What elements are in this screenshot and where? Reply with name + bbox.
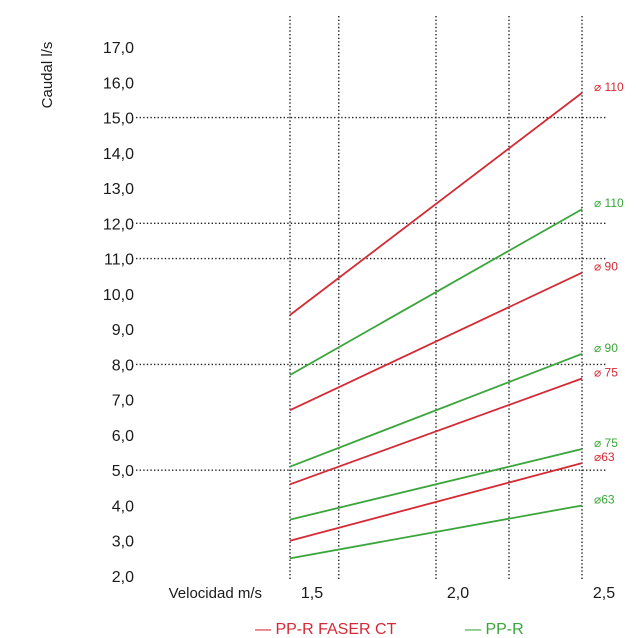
y-tick-label: 14,0 <box>103 146 134 163</box>
legend-item-pp-r-faser-ct: — PP-R FASER CT <box>255 621 397 638</box>
series-lines <box>289 92 583 560</box>
y-tick-label: 9,0 <box>112 322 134 339</box>
series-line-3 <box>289 462 583 542</box>
series-label-1: ⌀ 90 <box>594 260 618 274</box>
series-line-2 <box>289 377 583 486</box>
series-label-3: ⌀63 <box>594 450 615 464</box>
series-labels: ⌀ 110⌀ 90⌀ 75⌀63⌀ 110⌀ 90⌀ 75⌀63 <box>594 80 624 507</box>
y-tick-label: 17,0 <box>103 40 134 57</box>
y-tick-label: 12,0 <box>103 216 134 233</box>
y-tick-label: 16,0 <box>103 75 134 92</box>
y-tick-label: 10,0 <box>103 287 134 304</box>
series-label-4: ⌀ 110 <box>594 196 624 210</box>
x-axis-ticks: 1,5 2,0 2,5 <box>301 585 615 602</box>
series-label-0: ⌀ 110 <box>594 80 624 94</box>
series-line-6 <box>289 448 583 521</box>
series-line-7 <box>289 504 583 560</box>
y-tick-label: 7,0 <box>112 393 134 410</box>
y-tick-label: 15,0 <box>103 111 134 128</box>
x-tick-label: 1,5 <box>301 585 323 602</box>
y-axis-label: Caudal l/s <box>39 42 56 109</box>
y-axis-ticks: 2,0 3,0 4,0 5,0 6,0 7,0 8,0 9,0 10,0 11,0 12,0 13,0… <box>103 40 134 586</box>
legend-item-pp-r: — PP-R <box>465 621 524 638</box>
series-label-6: ⌀ 75 <box>594 436 618 450</box>
x-axis-label: Velocidad m/s <box>169 585 262 602</box>
y-tick-label: 8,0 <box>112 357 134 374</box>
series-label-5: ⌀ 90 <box>594 341 618 355</box>
series-label-7: ⌀63 <box>594 492 615 506</box>
series-line-0 <box>289 92 583 316</box>
y-tick-label: 5,0 <box>112 463 134 480</box>
series-line-1 <box>289 271 583 412</box>
legend: — PP-R FASER CT — PP-R <box>255 621 524 638</box>
y-tick-label: 11,0 <box>104 252 134 269</box>
y-tick-label: 2,0 <box>112 569 134 586</box>
y-tick-label: 6,0 <box>112 428 134 445</box>
y-tick-label: 13,0 <box>103 181 134 198</box>
series-label-2: ⌀ 75 <box>594 366 618 380</box>
y-tick-label: 3,0 <box>112 534 134 551</box>
series-line-5 <box>289 352 583 468</box>
y-tick-label: 4,0 <box>112 498 134 515</box>
series-line-4 <box>289 208 583 376</box>
grid <box>136 16 606 580</box>
x-tick-label: 2,0 <box>447 585 469 602</box>
x-tick-label: 2,5 <box>593 585 615 602</box>
